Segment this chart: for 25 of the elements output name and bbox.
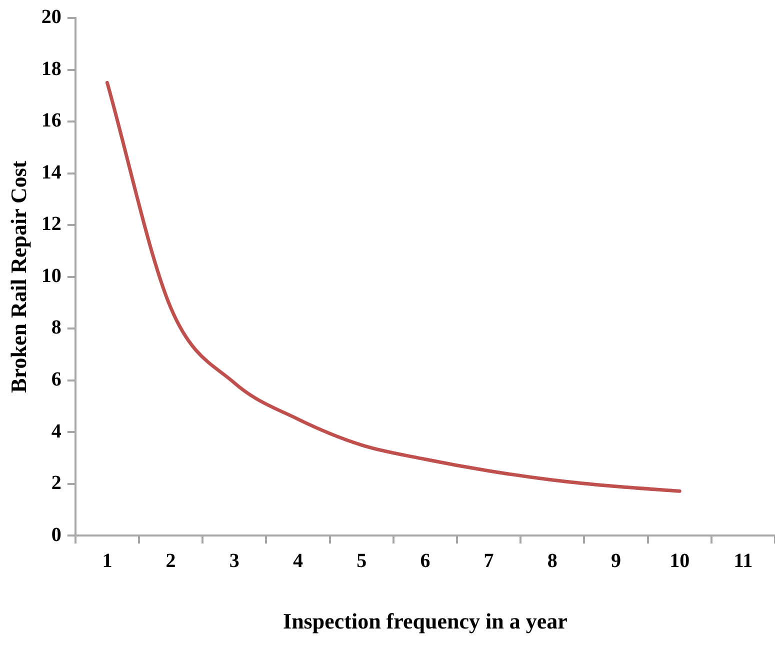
y-axis-title: Broken Rail Repair Cost bbox=[6, 160, 31, 393]
x-tick-label: 4 bbox=[293, 550, 303, 572]
x-axis-title: Inspection frequency in a year bbox=[283, 608, 568, 634]
x-tick-label: 5 bbox=[356, 550, 367, 572]
line-series bbox=[105, 80, 682, 493]
y-tick-label: 18 bbox=[41, 58, 62, 80]
y-tick-label: 6 bbox=[51, 368, 62, 390]
x-tick-label: 9 bbox=[611, 550, 621, 572]
y-tick-label: 0 bbox=[51, 524, 62, 546]
y-tick-label: 2 bbox=[51, 472, 62, 494]
y-tick-label: 14 bbox=[41, 161, 62, 184]
x-tick-label: 11 bbox=[734, 550, 753, 572]
y-tick-label: 8 bbox=[51, 316, 62, 339]
y-tick-label: 12 bbox=[41, 213, 62, 236]
y-tick-label: 16 bbox=[41, 110, 62, 132]
x-tick-label: 6 bbox=[420, 550, 430, 572]
x-tick-label: 7 bbox=[484, 550, 494, 572]
y-tick-label: 4 bbox=[51, 420, 62, 442]
x-tick-label: 8 bbox=[547, 550, 558, 572]
y-tick-label: 10 bbox=[41, 264, 62, 287]
x-tick-label: 2 bbox=[166, 550, 176, 572]
x-tick-label: 3 bbox=[229, 550, 240, 572]
x-tick-label: 10 bbox=[670, 550, 690, 572]
y-tick-label: 20 bbox=[41, 6, 62, 28]
x-tick-label: 1 bbox=[102, 550, 112, 572]
